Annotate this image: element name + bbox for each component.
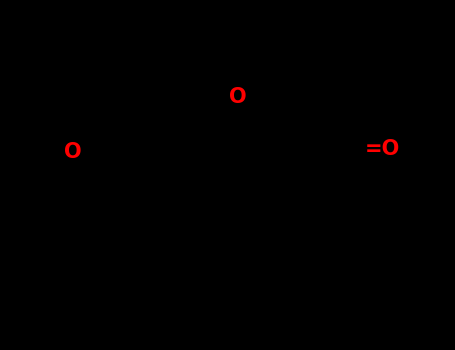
- Text: =O: =O: [364, 139, 400, 159]
- Text: O: O: [64, 142, 81, 162]
- Text: O: O: [229, 87, 247, 107]
